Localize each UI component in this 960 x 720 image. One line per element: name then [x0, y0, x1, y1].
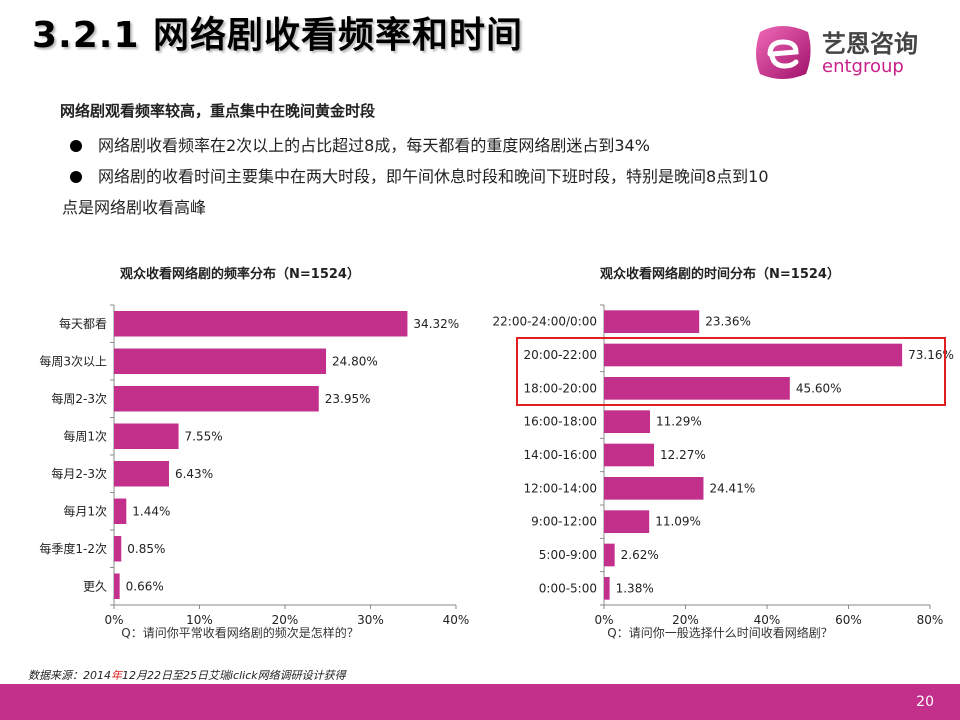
value-label: 23.95%: [325, 392, 371, 406]
bar: [604, 343, 903, 367]
entgroup-logo-icon: [756, 26, 811, 79]
bar: [604, 543, 615, 567]
bullet-dot-icon: [70, 171, 82, 183]
category-label: 每周2-3次: [51, 391, 107, 406]
bar: [604, 577, 610, 600]
category-label: 每周1次: [63, 428, 107, 443]
category-label: 每周3次以上: [39, 353, 107, 368]
chart-title: 观众收看网络剧的频率分布（N=1524）: [120, 267, 360, 282]
bar: [114, 348, 327, 374]
bar: [114, 573, 120, 599]
category-label: 0:00-5:00: [539, 581, 597, 595]
source-suffix: 12月22日至25日艾瑞iclick网络调研设计获得: [122, 669, 346, 682]
bar: [604, 443, 655, 467]
x-tick-label: 40%: [754, 613, 781, 627]
category-label: 16:00-18:00: [524, 415, 598, 429]
bar: [114, 386, 319, 412]
value-label: 11.09%: [655, 515, 701, 529]
x-tick-label: 30%: [357, 613, 384, 627]
value-label: 12.27%: [660, 448, 706, 462]
x-tick-label: 0%: [104, 613, 123, 627]
summary-section: 网络剧观看频率较高，重点集中在晚间黄金时段 网络剧收看频率在2次以上的占比超过8…: [60, 100, 920, 223]
source-year-char: 年: [111, 669, 122, 682]
page-title: 3.2.1 网络剧收看频率和时间: [32, 15, 524, 56]
chart-question: Q：请问你平常收看网络剧的频次是怎样的？: [121, 626, 359, 640]
value-label: 11.29%: [656, 415, 702, 429]
value-label: 7.55%: [185, 429, 223, 443]
category-label: 更久: [83, 579, 107, 593]
summary-bullet: 网络剧的收看时间主要集中在两大时段，即午间休息时段和晚间下班时段，特别是晚间8点…: [60, 161, 920, 192]
chart-title: 观众收看网络剧的时间分布（N=1524）: [600, 267, 840, 282]
category-label: 每季度1-2次: [39, 541, 107, 556]
footer-bar: 20: [0, 684, 960, 720]
category-label: 14:00-16:00: [524, 448, 598, 462]
bar: [604, 310, 700, 333]
bullet-dot-icon: [70, 140, 82, 152]
category-label: 18:00-20:00: [524, 381, 598, 395]
value-label: 1.44%: [132, 504, 170, 518]
category-label: 9:00-12:00: [531, 515, 597, 529]
category-label: 22:00-24:00/0:00: [493, 315, 597, 329]
page-number: 20: [916, 694, 934, 710]
highlight-box: [516, 337, 946, 406]
entgroup-logo: 艺恩咨询 entgroup: [752, 24, 942, 80]
category-label: 每月1次: [63, 503, 107, 518]
value-label: 1.38%: [616, 581, 654, 595]
summary-heading: 网络剧观看频率较高，重点集中在晚间黄金时段: [60, 102, 376, 120]
category-label: 每天都看: [59, 316, 107, 331]
category-label: 5:00-9:00: [539, 548, 597, 562]
time-chart: 观众收看网络剧的时间分布（N=1524） 22:00-24:00/0:00 23.…: [480, 263, 960, 648]
value-label: 34.32%: [413, 317, 459, 331]
logo-english-name: entgroup: [822, 56, 904, 77]
value-label: 73.16%: [908, 348, 954, 362]
logo-chinese-name: 艺恩咨询: [822, 30, 918, 58]
x-tick-label: 60%: [835, 613, 862, 627]
x-tick-label: 40%: [443, 613, 470, 627]
x-tick-label: 0%: [594, 613, 613, 627]
summary-bullet: 网络剧收看频率在2次以上的占比超过8成，每天都看的重度网络剧迷占到34%: [60, 130, 920, 161]
bar: [114, 423, 179, 449]
bar: [604, 510, 650, 533]
summary-bullet-continuation: 点是网络剧收看高峰: [62, 198, 207, 217]
bar: [114, 461, 169, 487]
value-label: 24.80%: [332, 354, 378, 368]
source-prefix: 数据来源：2014: [28, 669, 111, 682]
value-label: 23.36%: [705, 315, 751, 329]
value-label: 0.66%: [126, 579, 164, 593]
category-label: 12:00-14:00: [524, 481, 598, 495]
chart-question: Q：请问你一般选择什么时间收看网络剧？: [607, 626, 833, 640]
value-label: 2.62%: [621, 548, 659, 562]
x-tick-label: 10%: [186, 613, 213, 627]
bar: [114, 311, 408, 337]
frequency-chart: 观众收看网络剧的频率分布（N=1524） 每天都看 34.32% 每周3次以上 24.…: [0, 263, 480, 648]
bar: [114, 498, 127, 524]
time-chart-plot: 22:00-24:00/0:00 23.36% 20:00-22:00 73.16% 1…: [493, 304, 954, 627]
value-label: 45.60%: [796, 381, 842, 395]
x-tick-label: 20%: [672, 613, 699, 627]
data-source: 数据来源：2014年12月22日至25日艾瑞iclick网络调研设计获得: [28, 667, 346, 683]
bar: [604, 477, 704, 500]
value-label: 24.41%: [709, 481, 755, 495]
summary-bullet-text: 网络剧的收看时间主要集中在两大时段，即午间休息时段和晚间下班时段，特别是晚间8点…: [98, 167, 769, 186]
value-label: 6.43%: [175, 467, 213, 481]
value-label: 0.85%: [127, 542, 165, 556]
summary-bullet-text: 网络剧收看频率在2次以上的占比超过8成，每天都看的重度网络剧迷占到34%: [98, 136, 650, 155]
x-tick-label: 20%: [272, 613, 299, 627]
frequency-chart-plot: 每天都看 34.32% 每周3次以上 24.80% 每周2-3次 23.95% 每周1次 7.…: [39, 304, 469, 627]
category-label: 每月2-3次: [51, 466, 107, 481]
x-tick-label: 80%: [917, 613, 944, 627]
bar: [114, 536, 122, 562]
bar: [604, 410, 651, 433]
category-label: 20:00-22:00: [524, 348, 598, 362]
bar: [604, 377, 790, 400]
